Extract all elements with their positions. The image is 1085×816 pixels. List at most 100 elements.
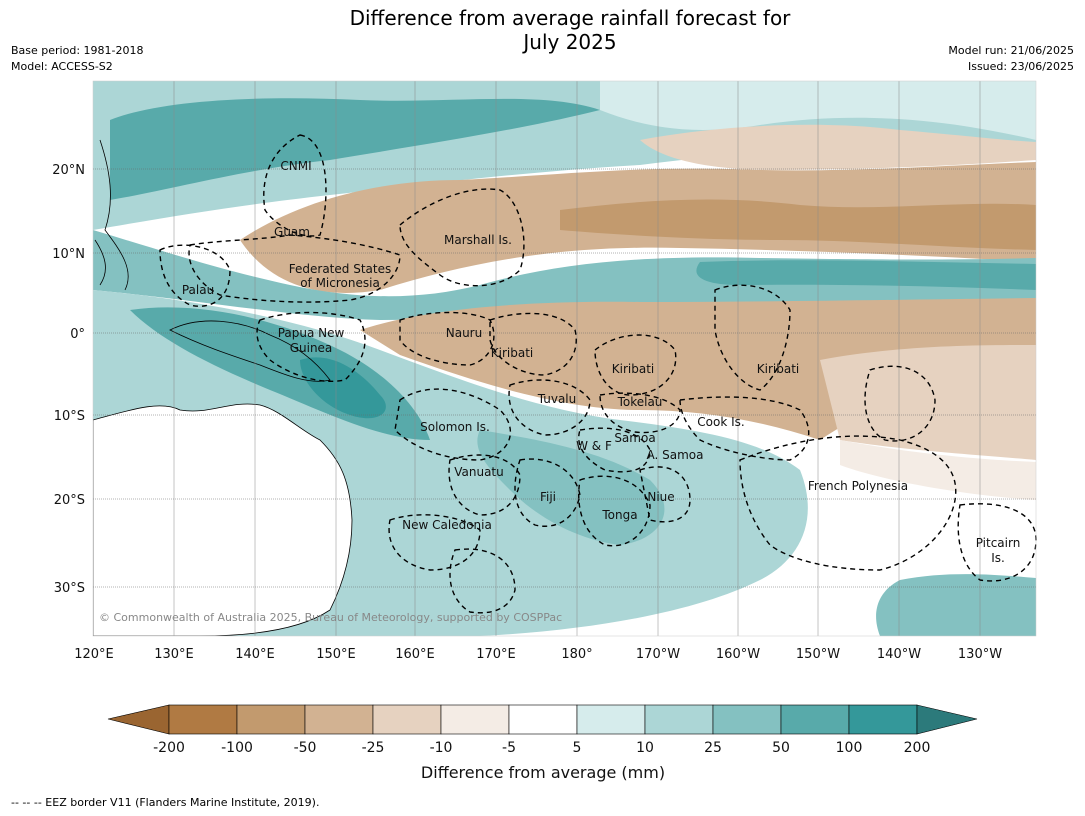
label-pitcairn-1: Pitcairn xyxy=(976,536,1021,550)
label-fiji: Fiji xyxy=(540,490,556,504)
colorbar-labels: -200 -100 -50 -25 -10 -5 5 10 25 50 100 200 xyxy=(153,740,930,756)
label-guam: Guam xyxy=(274,225,310,239)
lon-label: 170°W xyxy=(636,647,680,662)
philippines-outline xyxy=(94,139,129,291)
new-guinea-outline xyxy=(169,320,331,382)
lon-label: 140°E xyxy=(235,647,275,662)
equatorial-dry-lightest xyxy=(840,440,1036,500)
model-run-text: Model run: 21/06/2025 xyxy=(948,44,1074,57)
label-tokelau: Tokelau xyxy=(617,395,663,409)
colorbar-tick-label: 25 xyxy=(704,740,722,756)
png-wet-max xyxy=(300,357,386,419)
meta-right: Model run: 21/06/2025 Issued: 23/06/2025 xyxy=(948,43,1074,75)
equatorial-dry-light xyxy=(820,345,1036,460)
title-line-1: Difference from average rainfall forecas… xyxy=(349,6,791,30)
lon-label: 150°W xyxy=(796,647,840,662)
colorbar-high-arrow xyxy=(916,704,978,735)
label-a-samoa: A. Samoa xyxy=(647,448,704,462)
lat-label: 0° xyxy=(70,327,85,342)
colorbar-tick-label: 200 xyxy=(904,740,931,756)
colorbar-cell xyxy=(712,704,782,735)
longitude-labels: 120°E 130°E 140°E 150°E 160°E 170°E 180°… xyxy=(74,647,1002,662)
australia-outline xyxy=(93,403,353,636)
label-niue: Niue xyxy=(647,490,674,504)
colorbar-tick-label: -25 xyxy=(362,740,385,756)
label-new-caledonia: New Caledonia xyxy=(402,518,492,532)
lat-label: 10°S xyxy=(54,409,85,424)
base-period-text: Base period: 1981-2018 xyxy=(11,44,144,57)
lon-label: 160°E xyxy=(395,647,435,662)
colorbar-cells xyxy=(168,704,918,735)
label-png-1: Papua New xyxy=(278,326,345,340)
chart-title: Difference from average rainfall forecas… xyxy=(0,6,1085,54)
colorbar-cell xyxy=(576,704,646,735)
eez-footnote: -- -- -- EEZ border V11 (Flanders Marine… xyxy=(11,796,320,809)
lat-label: 30°S xyxy=(54,581,85,596)
colorbar-low-arrow xyxy=(107,704,170,735)
lon-label: 130°W xyxy=(958,647,1002,662)
label-pitcairn-2: Is. xyxy=(991,551,1005,565)
subtropical-wet xyxy=(876,574,1036,636)
map-frame xyxy=(92,80,1037,637)
colorbar-tick-label: 5 xyxy=(573,740,582,756)
colorbar-tick-label: -10 xyxy=(430,740,453,756)
north-wet-core xyxy=(110,98,600,200)
label-samoa: Samoa xyxy=(614,431,655,445)
colorbar-tick-label: 50 xyxy=(772,740,790,756)
map-fill-layer xyxy=(93,81,1036,636)
label-french-polynesia: French Polynesia xyxy=(808,479,908,493)
lon-label: 180° xyxy=(561,647,592,662)
lon-label: 150°E xyxy=(316,647,356,662)
latitude-labels: 20°N 10°N 0° 10°S 20°S 30°S xyxy=(52,163,85,596)
lat-label: 10°N xyxy=(52,247,85,262)
colorbar-tick-label: 10 xyxy=(636,740,654,756)
lat-label: 20°N xyxy=(52,163,85,178)
issued-text: Issued: 23/06/2025 xyxy=(967,60,1074,73)
colorbar: -200 -100 -50 -25 -10 -5 5 10 25 50 100 200 Differe… xyxy=(107,704,978,782)
model-text: Model: ACCESS-S2 xyxy=(11,60,113,73)
colorbar-tick-label: -100 xyxy=(221,740,253,756)
equatorial-wet-band xyxy=(93,230,1036,320)
label-fsm-2: of Micronesia xyxy=(300,276,380,290)
lon-label: 130°E xyxy=(154,647,194,662)
label-tonga: Tonga xyxy=(601,508,637,522)
label-cook-is: Cook Is. xyxy=(697,415,744,429)
colorbar-cell xyxy=(440,704,510,735)
label-nauru: Nauru xyxy=(446,326,482,340)
title-line-2: July 2025 xyxy=(523,30,617,54)
colorbar-cell xyxy=(372,704,442,735)
label-kiribati-east: Kiribati xyxy=(757,362,799,376)
label-png-2: Guinea xyxy=(290,341,333,355)
colorbar-tick-label: -50 xyxy=(294,740,317,756)
lat-label: 20°S xyxy=(54,493,85,508)
colorbar-tick-label: -5 xyxy=(502,740,516,756)
label-tuvalu: Tuvalu xyxy=(537,392,577,406)
eez-borders xyxy=(159,134,1037,614)
copyright-text: © Commonwealth of Australia 2025, Bureau… xyxy=(99,611,562,624)
label-marshall-is: Marshall Is. xyxy=(444,233,512,247)
colorbar-cell xyxy=(780,704,850,735)
label-cnmi: CNMI xyxy=(280,159,311,173)
colorbar-cell xyxy=(236,704,306,735)
country-labels: CNMI Guam Marshall Is. Federated States … xyxy=(182,159,1020,565)
meta-left: Base period: 1981-2018 Model: ACCESS-S2 xyxy=(11,43,143,75)
lon-label: 160°W xyxy=(716,647,760,662)
lon-label: 120°E xyxy=(74,647,114,662)
colorbar-cell xyxy=(168,704,238,735)
lon-label: 170°E xyxy=(476,647,516,662)
colorbar-cell xyxy=(304,704,374,735)
north-dry-core xyxy=(560,199,1036,250)
colorbar-cell xyxy=(508,704,578,735)
label-w-and-f: W & F xyxy=(576,439,612,453)
label-solomon-is: Solomon Is. xyxy=(420,420,490,434)
colorbar-tick-label: -200 xyxy=(153,740,185,756)
colorbar-tick-label: 100 xyxy=(836,740,863,756)
north-dry-light xyxy=(640,124,1036,170)
label-fsm-1: Federated States xyxy=(289,262,391,276)
equatorial-wet-core xyxy=(696,260,1036,290)
label-kiribati-west: Kiribati xyxy=(491,346,533,360)
label-vanuatu: Vanuatu xyxy=(454,465,504,479)
lon-label: 140°W xyxy=(877,647,921,662)
colorbar-title: Difference from average (mm) xyxy=(421,763,665,782)
